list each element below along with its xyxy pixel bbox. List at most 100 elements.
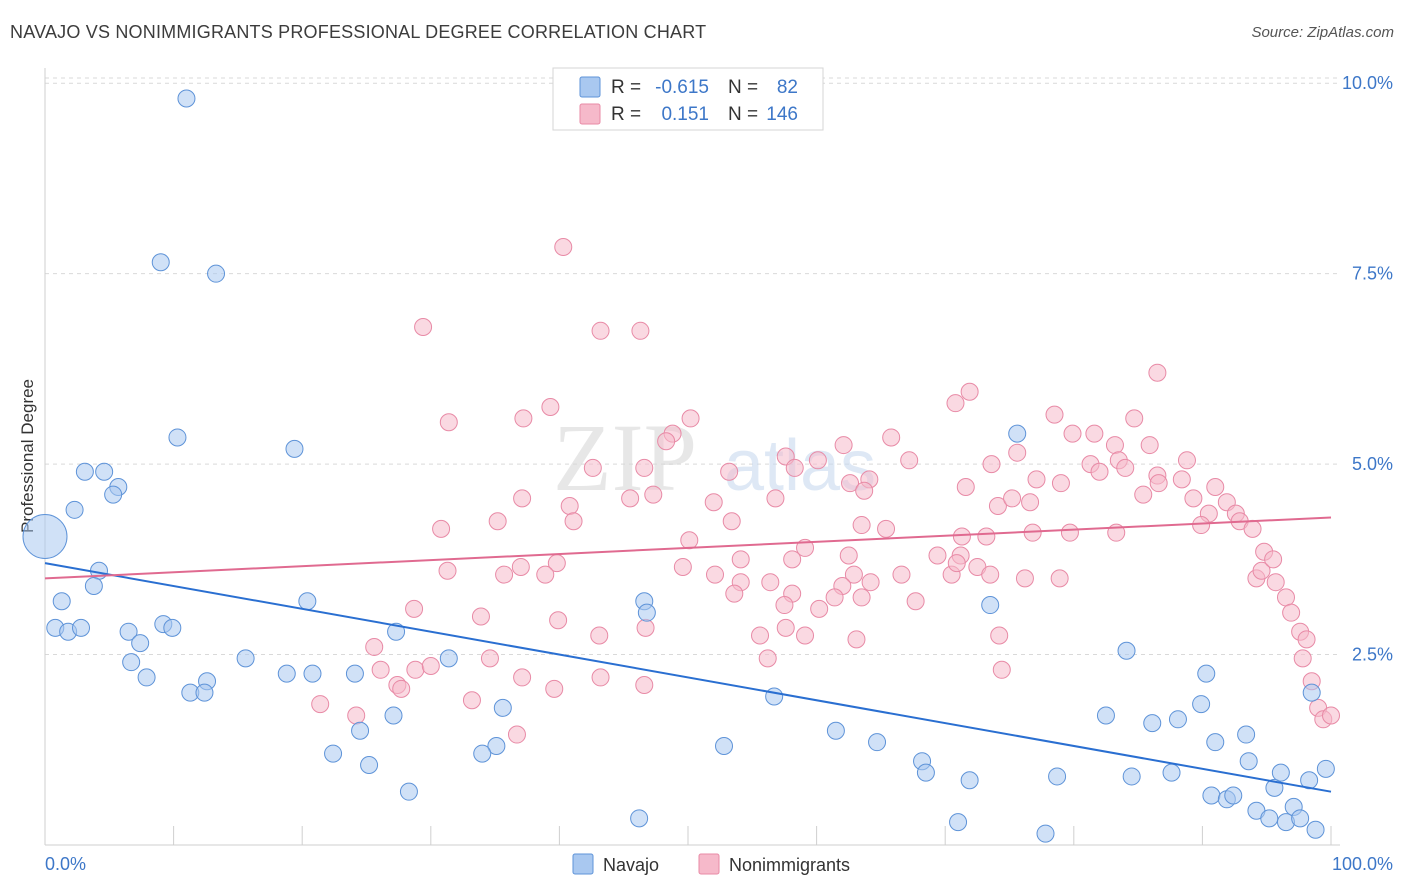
navajo-swatch <box>579 76 601 98</box>
nonimmigrants-point <box>514 409 533 428</box>
nonimmigrants-point <box>432 519 451 538</box>
navajo-point <box>1036 824 1055 843</box>
y-tick-label: 2.5% <box>1352 645 1393 665</box>
nonimmigrants-point <box>513 489 532 508</box>
nonimmigrants-point <box>1149 474 1168 493</box>
nonimmigrants-point <box>591 668 610 687</box>
nonimmigrants-point <box>1282 603 1301 622</box>
nonimmigrants-point <box>988 497 1007 516</box>
navajo-point <box>487 736 506 755</box>
nonimmigrants-point <box>785 458 804 477</box>
nonimmigrants-point <box>545 679 564 698</box>
navajo-point <box>916 763 935 782</box>
navajo-r-label: R = <box>611 77 641 98</box>
nonimmigrants-point <box>1060 523 1079 542</box>
nonimmigrants-point <box>347 706 366 725</box>
legend-nonimm-label: Nonimmigrants <box>729 855 850 875</box>
nonimmigrants-point <box>1063 424 1082 443</box>
navajo-point <box>285 439 304 458</box>
nonimmigrants-point <box>439 413 458 432</box>
nonimmigrants-point <box>783 550 802 569</box>
navajo-point <box>345 664 364 683</box>
nonimmigrants-point <box>852 588 871 607</box>
nonimmigrants-point <box>680 531 699 550</box>
legend-navajo-swatch <box>572 853 594 875</box>
legend-navajo-label: Navajo <box>603 855 659 875</box>
navajo-point <box>1048 767 1067 786</box>
nonimmigrants-point <box>882 428 901 447</box>
navajo-point <box>1302 683 1321 702</box>
nonimm-swatch <box>579 103 601 125</box>
nonimmigrants-point <box>704 493 723 512</box>
navajo-point <box>1197 664 1216 683</box>
nonimmigrants-point <box>631 321 650 340</box>
nonimm-n-label: N = <box>728 104 758 125</box>
navajo-point <box>949 813 968 832</box>
y-tick-label: 10.0% <box>1342 73 1393 93</box>
nonimmigrants-point <box>834 436 853 455</box>
nonimmigrants-point <box>1021 493 1040 512</box>
navajo-point <box>131 634 150 653</box>
nonimmigrants-point <box>507 725 526 744</box>
nonimmigrants-point <box>414 318 433 336</box>
navajo-point <box>277 664 296 683</box>
nonimmigrants-point <box>1003 489 1022 508</box>
nonimmigrants-point <box>405 599 424 618</box>
nonimm-r-label: R = <box>611 104 641 125</box>
navajo-point <box>630 809 649 828</box>
navajo-point <box>981 596 1000 615</box>
nonimmigrants-point <box>564 512 583 531</box>
nonimmigrants-point <box>1116 458 1135 477</box>
nonimmigrants-point <box>825 588 844 607</box>
nonimm-n-value: 146 <box>766 104 798 125</box>
stats-legend: R = -0.615 N = 82 R = 0.151 N = 146 <box>552 67 824 131</box>
nonimmigrants-point <box>1140 436 1159 455</box>
nonimmigrants-point <box>621 489 640 508</box>
nonimmigrants-point <box>758 649 777 668</box>
nonimmigrants-point <box>775 596 794 615</box>
nonimmigrants-point <box>549 611 568 630</box>
nonimmigrants-point <box>1027 470 1046 489</box>
x-tick-label: 0.0% <box>45 854 86 874</box>
y-axis-label: Professional Degree <box>18 379 37 533</box>
navajo-point <box>1096 706 1115 725</box>
nonimmigrants-point <box>1015 569 1034 588</box>
nonimmigrants-point <box>776 618 795 637</box>
navajo-point <box>151 253 170 272</box>
nonimmigrants-point <box>956 477 975 496</box>
nonimmigrants-point <box>1276 588 1295 607</box>
nonimmigrants-point <box>438 561 457 580</box>
nonimmigrants-point <box>371 660 390 679</box>
nonimmigrants-point <box>657 432 676 451</box>
navajo-point <box>1306 820 1325 839</box>
source-credit: Source: ZipAtlas.com <box>1251 24 1394 41</box>
navajo-point <box>95 462 114 481</box>
nonimmigrants-point <box>1125 409 1144 428</box>
nonimmigrants-point <box>1266 573 1285 592</box>
navajo-point <box>163 618 182 637</box>
navajo-point <box>195 683 214 702</box>
navajo-point <box>1008 424 1027 443</box>
nonimmigrants-point <box>1105 436 1124 455</box>
navajo-point <box>65 500 84 519</box>
x-tick-label: 100.0% <box>1332 854 1393 874</box>
nonimmigrants-point <box>471 607 490 626</box>
navajo-point <box>236 649 255 668</box>
navajo-point <box>52 592 71 611</box>
nonimmigrants-point <box>952 527 971 546</box>
nonimmigrants-point <box>1184 489 1203 508</box>
navajo-point <box>360 756 379 775</box>
trend-lines <box>44 516 1332 793</box>
nonimmigrants-point <box>644 485 663 504</box>
nonimmigrants-point <box>365 637 384 656</box>
navajo-n-label: N = <box>728 77 758 98</box>
nonimmigrants-point <box>720 462 739 481</box>
nonimmigrants-point <box>928 546 947 565</box>
nonimmigrants-point <box>946 394 965 413</box>
nonimmigrants-point <box>591 321 610 340</box>
nonimmigrants-point <box>392 679 411 698</box>
navajo-point <box>1239 752 1258 771</box>
navajo-point <box>868 733 887 752</box>
nonimmigrants-point <box>761 573 780 592</box>
